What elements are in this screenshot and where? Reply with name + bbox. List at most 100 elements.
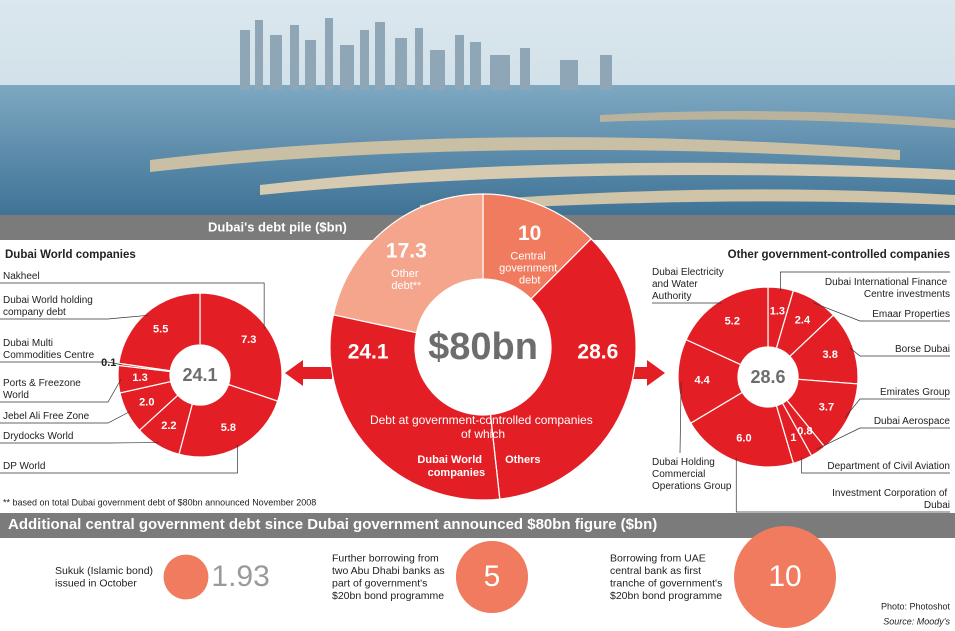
photo (0, 0, 955, 215)
arrow (633, 360, 665, 386)
text-line: Dubai Holding (652, 457, 718, 468)
value-label: 5 (484, 560, 501, 593)
text-line: central bank as first (610, 565, 704, 577)
bubble (734, 526, 836, 628)
text-line: Nakheel (3, 271, 40, 282)
text-line: Commodities Centre (3, 350, 95, 361)
donut-segment (178, 383, 279, 458)
text-line: Borrowing from UAE (610, 552, 709, 564)
text-line: Authority (652, 291, 691, 302)
category-label: Dubai International Finance Centre inves… (825, 277, 950, 300)
leader-line (0, 444, 238, 474)
center-label: 24.1 (182, 365, 217, 385)
chart-title: Additional central government debt since… (8, 516, 657, 533)
donut-segment (332, 193, 484, 334)
chart-title: Dubai World companies (5, 249, 136, 261)
segment-label: Others (505, 454, 540, 466)
bubble-label: Borrowing from UAE central bank as first… (610, 552, 725, 602)
text-line: Investment Corporation of (832, 488, 950, 499)
text-line: Dubai World (417, 454, 485, 466)
text-line: tranche of government's (610, 577, 725, 589)
value-label: 6.0 (736, 432, 751, 444)
leader-line (0, 411, 131, 424)
category-label: Emaar Properties (872, 309, 950, 320)
bubble-label: Further borrowing from two Abu Dhabi ban… (332, 552, 448, 602)
leader-line (0, 361, 122, 366)
text-line: $20bn bond programme (610, 590, 722, 602)
text-line: Dubai International Finance (825, 277, 950, 288)
text-line: Commercial (652, 469, 708, 480)
leader-line (0, 378, 122, 403)
value-label: 0.1 (101, 357, 116, 369)
text-line: part of government's (332, 577, 430, 589)
text-line: Dubai Electricity (652, 267, 726, 278)
text-line: World (3, 390, 29, 401)
group-label: Debt at government-controlled companies … (370, 413, 596, 441)
text-line: Central (510, 250, 549, 262)
value-label: 2.4 (795, 315, 811, 327)
category-label: Dubai World holding company debt (3, 295, 96, 318)
text-line: Borse Dubai (895, 344, 950, 355)
segment-label: Other debt** (391, 268, 422, 292)
text-line: Other (391, 268, 422, 280)
value-label: 10 (518, 222, 541, 245)
category-label: Borse Dubai (895, 344, 950, 355)
center-label: 28.6 (750, 367, 785, 387)
category-label: Department of Civil Aviation (827, 461, 950, 472)
donut-segment (689, 391, 795, 468)
leader-line (780, 271, 950, 291)
value-label: 1.3 (132, 372, 147, 384)
text-line: Jebel Ali Free Zone (3, 411, 90, 422)
value-label: 28.6 (577, 340, 618, 363)
text-line: Dubai Multi (3, 338, 56, 349)
text-line: two Abu Dhabi banks as (332, 565, 448, 577)
leader-line (849, 347, 950, 357)
donut-segment (199, 292, 283, 402)
category-label: Nakheel (3, 271, 40, 282)
photo-credit: Photo: Photoshot (881, 601, 951, 611)
category-label: Jebel Ali Free Zone (3, 411, 90, 422)
category-label: Dubai Electricity and Water Authority (652, 267, 726, 302)
value-label: 2.0 (139, 397, 154, 409)
text-line: DP World (3, 461, 45, 472)
chart-title: Other government-controlled companies (728, 249, 950, 261)
value-label: 3.7 (819, 402, 834, 414)
category-label: Dubai Multi Commodities Centre (3, 338, 95, 361)
leader-line (0, 314, 149, 320)
donut-segment (489, 237, 637, 500)
text-line: Ports & Freezone (3, 378, 84, 389)
text-line: government (499, 262, 560, 274)
leader-line (652, 302, 722, 304)
text-line: and Water (652, 279, 701, 290)
category-label: Investment Corporation of Dubai (832, 488, 950, 511)
text-line: Debt at government-controlled companies (370, 413, 596, 427)
value-label: 24.1 (348, 340, 389, 363)
leader-line (813, 302, 950, 322)
category-label: DP World (3, 461, 45, 472)
value-label: 3.8 (823, 349, 838, 361)
text-line: companies (428, 467, 485, 479)
text-line: Centre investments (864, 289, 950, 300)
text-line: of which (461, 427, 505, 441)
category-label: Dubai Aerospace (874, 416, 951, 427)
value-label: 2.2 (161, 420, 176, 432)
bubble (163, 554, 209, 600)
text-line: Sukuk (Islamic bond) (55, 565, 156, 577)
text-line: Dubai Aerospace (874, 416, 951, 427)
text-line: issued in October (55, 577, 137, 589)
segment-label: Dubai World companies (417, 454, 485, 479)
segment-label: Central government debt (499, 250, 560, 286)
donut-segment (685, 286, 769, 366)
footnote: ** based on total Dubai government debt … (3, 497, 316, 507)
leader-line (801, 457, 950, 474)
text-line: company debt (3, 307, 66, 318)
value-label: 0.8 (797, 426, 812, 438)
text-line: debt** (391, 280, 422, 292)
text-line: debt (519, 274, 540, 286)
text-line: Emirates Group (880, 387, 950, 398)
text-line: Emaar Properties (872, 309, 950, 320)
bubble-label: Sukuk (Islamic bond) issued in October (55, 565, 156, 590)
text-line: Dubai (924, 500, 950, 511)
chart-title: Dubai's debt pile ($bn) (208, 219, 347, 234)
category-label: Drydocks World (3, 431, 73, 442)
